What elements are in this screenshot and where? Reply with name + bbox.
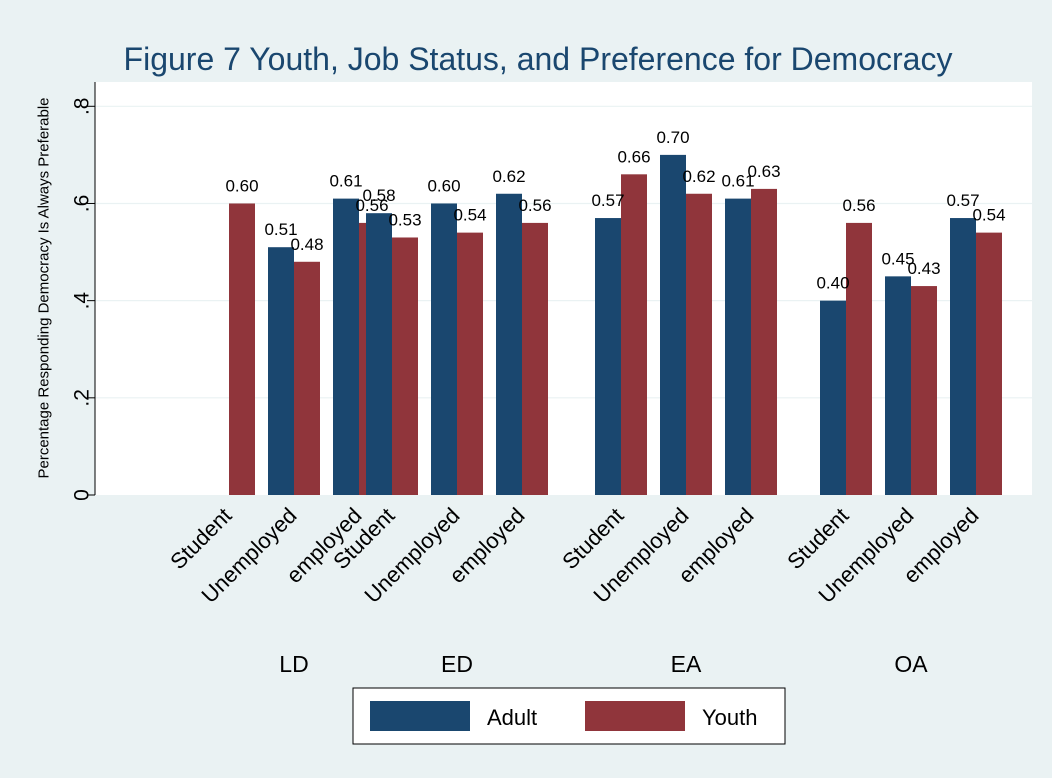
legend-swatch-adult xyxy=(370,701,470,731)
data-label: 0.62 xyxy=(682,167,715,186)
group-label: ED xyxy=(441,651,473,677)
bar-adult xyxy=(496,193,522,496)
legend-swatch-youth xyxy=(585,701,685,731)
data-label: 0.43 xyxy=(907,259,940,278)
y-tick-label: .4 xyxy=(71,292,94,310)
data-label: 0.56 xyxy=(518,196,551,215)
y-tick-label: .8 xyxy=(71,98,94,116)
data-label: 0.56 xyxy=(842,196,875,215)
y-axis-label: Percentage Responding Democracy Is Alway… xyxy=(36,97,53,478)
data-label: 0.61 xyxy=(329,172,362,191)
y-tick-label: .6 xyxy=(71,195,94,213)
legend-label-adult: Adult xyxy=(487,705,537,730)
data-label: 0.56 xyxy=(355,196,388,215)
data-label: 0.40 xyxy=(816,274,849,293)
bar-adult xyxy=(268,247,294,495)
bar-youth xyxy=(392,237,418,495)
data-label: 0.51 xyxy=(264,220,297,239)
data-label: 0.62 xyxy=(492,167,525,186)
group-label: OA xyxy=(894,651,928,677)
data-label: 0.54 xyxy=(453,206,486,225)
data-label: 0.57 xyxy=(591,191,624,210)
data-label: 0.45 xyxy=(881,249,914,268)
bar-youth xyxy=(751,188,777,496)
data-label: 0.60 xyxy=(427,176,460,195)
legend: Adult Youth xyxy=(352,687,786,745)
data-label: 0.48 xyxy=(290,235,323,254)
bar-adult xyxy=(431,203,457,495)
data-label: 0.70 xyxy=(656,128,689,147)
bar-adult xyxy=(725,198,751,496)
bar-adult xyxy=(950,218,976,495)
bar-youth xyxy=(686,193,712,496)
data-label: 0.61 xyxy=(721,172,754,191)
bar-youth xyxy=(911,286,937,495)
bar-youth xyxy=(229,203,255,495)
bar-youth xyxy=(294,261,320,495)
y-tick-label: .2 xyxy=(71,389,94,407)
chart-title: Figure 7 Youth, Job Status, and Preferen… xyxy=(124,41,953,77)
y-tick-label: 0 xyxy=(71,489,94,501)
bars xyxy=(229,154,1002,496)
data-label: 0.58 xyxy=(362,186,395,205)
bar-adult xyxy=(366,213,392,495)
data-label: 0.63 xyxy=(747,162,780,181)
legend-label-youth: Youth xyxy=(702,705,757,730)
group-label: LD xyxy=(279,651,308,677)
bar-youth xyxy=(522,222,548,495)
data-label: 0.66 xyxy=(617,147,650,166)
bar-adult xyxy=(820,300,846,495)
bar-adult xyxy=(333,198,359,496)
group-label: EA xyxy=(671,651,702,677)
data-label: 0.60 xyxy=(225,176,258,195)
bar-youth xyxy=(846,222,872,495)
data-label: 0.54 xyxy=(972,206,1005,225)
data-labels: 0.600.510.480.610.560.580.530.600.540.62… xyxy=(225,128,1005,293)
bar-adult xyxy=(660,154,686,495)
data-label: 0.53 xyxy=(388,210,421,229)
bar-youth xyxy=(457,232,483,495)
bar-youth xyxy=(621,174,647,496)
bar-youth xyxy=(976,232,1002,495)
bar-adult xyxy=(595,218,621,495)
bar-adult xyxy=(885,276,911,495)
data-label: 0.57 xyxy=(946,191,979,210)
